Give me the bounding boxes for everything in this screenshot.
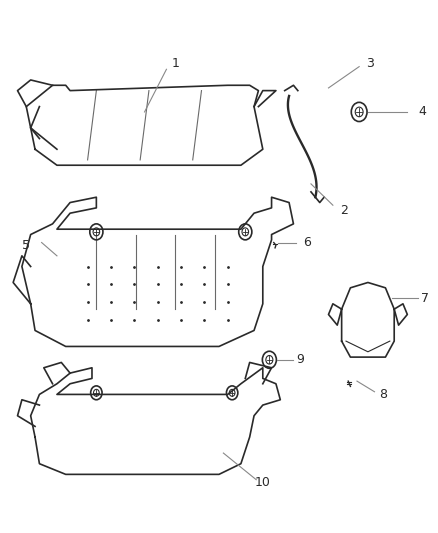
Text: 7: 7	[421, 292, 429, 305]
Text: 10: 10	[255, 476, 271, 489]
Text: 8: 8	[379, 388, 387, 401]
Text: 1: 1	[171, 58, 179, 70]
Text: 9: 9	[296, 353, 304, 366]
Text: 2: 2	[340, 204, 348, 217]
Text: 4: 4	[419, 106, 427, 118]
Text: 6: 6	[303, 236, 311, 249]
Text: 5: 5	[22, 239, 30, 252]
Text: 3: 3	[366, 58, 374, 70]
